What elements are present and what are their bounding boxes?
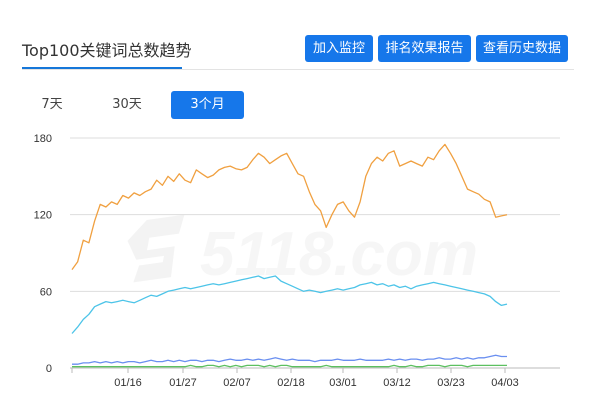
range-tab-7d[interactable]: 7天 [41,97,63,112]
x-tick-label: 02/07 [223,377,251,389]
x-tick-label: 03/23 [437,377,465,389]
y-tick-label: 180 [34,133,52,145]
title-underline [22,67,182,69]
x-tick-label: 02/18 [277,377,305,389]
y-tick-label: 0 [46,363,52,375]
x-tick-label: 03/01 [329,377,357,389]
panel-title: Top100关键词总数趋势 [22,41,192,60]
panel-header: Top100关键词总数趋势 加入监控 排名效果报告 查看历史数据 [0,0,596,72]
range-tab-30d[interactable]: 30天 [112,97,142,112]
range-tab-3m[interactable]: 3个月 [171,91,244,119]
series-line-2 [72,354,507,365]
ranking-report-button[interactable]: 排名效果报告 [378,35,471,62]
y-tick-label: 60 [40,286,52,298]
trend-chart: 5118.com 0 60 120 180 01/16 01/27 02/07 02/18 0… [34,133,560,389]
watermark: 5118.com [127,214,478,289]
header-divider [22,69,574,70]
x-tick-label: 01/27 [169,377,197,389]
history-data-button[interactable]: 查看历史数据 [476,35,568,62]
x-tick-label: 04/03 [491,377,519,389]
add-monitor-button[interactable]: 加入监控 [305,35,373,62]
x-tick-label: 03/12 [383,377,411,389]
series-line-1 [71,275,508,334]
series-line-0 [71,143,508,270]
series-line-3 [72,364,507,368]
x-tick-label: 01/16 [114,377,142,389]
watermark-logo-icon [127,214,185,283]
y-tick-label: 120 [34,210,52,222]
watermark-text: 5118.com [200,220,478,289]
